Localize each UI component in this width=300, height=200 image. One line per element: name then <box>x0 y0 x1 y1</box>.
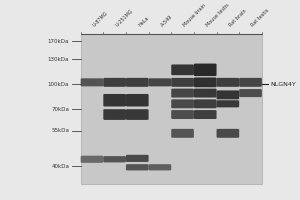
Text: 70kDa: 70kDa <box>51 107 69 112</box>
FancyBboxPatch shape <box>171 99 194 108</box>
FancyBboxPatch shape <box>217 78 239 87</box>
Text: Rat testis: Rat testis <box>250 8 270 28</box>
Text: 170kDa: 170kDa <box>48 39 69 44</box>
FancyBboxPatch shape <box>171 89 194 98</box>
FancyBboxPatch shape <box>194 64 217 76</box>
Text: A-549: A-549 <box>160 14 173 28</box>
FancyBboxPatch shape <box>239 78 262 87</box>
FancyBboxPatch shape <box>239 89 262 97</box>
FancyBboxPatch shape <box>194 89 217 98</box>
FancyBboxPatch shape <box>217 100 239 107</box>
FancyBboxPatch shape <box>171 78 194 87</box>
FancyBboxPatch shape <box>81 78 103 86</box>
FancyBboxPatch shape <box>103 156 126 162</box>
Bar <box>81 34 262 184</box>
Text: 100kDa: 100kDa <box>48 82 69 87</box>
Text: U-251MG: U-251MG <box>115 8 134 28</box>
FancyBboxPatch shape <box>217 129 239 138</box>
FancyBboxPatch shape <box>171 64 194 75</box>
FancyBboxPatch shape <box>103 78 126 87</box>
FancyBboxPatch shape <box>148 164 171 170</box>
FancyBboxPatch shape <box>194 77 217 87</box>
FancyBboxPatch shape <box>81 156 103 163</box>
Text: Rat brain: Rat brain <box>228 8 247 28</box>
Text: Mouse brain: Mouse brain <box>183 3 207 28</box>
Text: U-87MG: U-87MG <box>92 10 109 28</box>
FancyBboxPatch shape <box>126 78 148 87</box>
Text: 130kDa: 130kDa <box>48 57 69 62</box>
Text: 55kDa: 55kDa <box>51 128 69 133</box>
Text: 40kDa: 40kDa <box>51 164 69 169</box>
FancyBboxPatch shape <box>148 78 171 86</box>
FancyBboxPatch shape <box>103 109 126 120</box>
FancyBboxPatch shape <box>126 155 148 162</box>
FancyBboxPatch shape <box>171 129 194 138</box>
FancyBboxPatch shape <box>126 94 148 106</box>
FancyBboxPatch shape <box>103 94 126 106</box>
Text: NLGN4Y: NLGN4Y <box>270 82 296 87</box>
FancyBboxPatch shape <box>194 99 217 108</box>
FancyBboxPatch shape <box>126 164 148 170</box>
FancyBboxPatch shape <box>126 109 148 120</box>
Text: HeLa: HeLa <box>137 15 150 28</box>
FancyBboxPatch shape <box>217 90 239 99</box>
FancyBboxPatch shape <box>171 110 194 119</box>
FancyBboxPatch shape <box>194 110 217 119</box>
Text: Mouse testis: Mouse testis <box>205 3 230 28</box>
